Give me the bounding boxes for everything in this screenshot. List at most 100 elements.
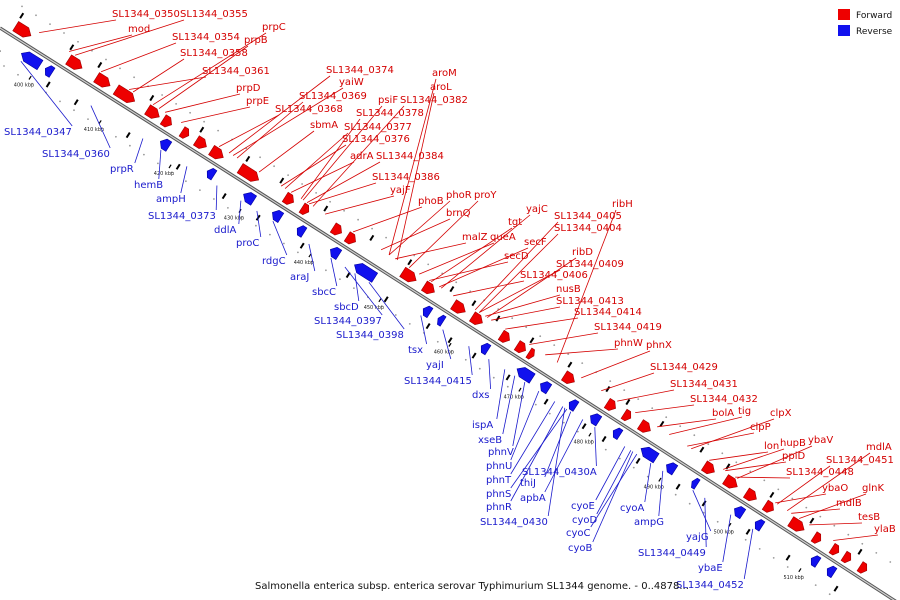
forward-gene-label[interactable]: SL1344_0409 [556,259,624,270]
forward-gene-arrow-29[interactable] [787,516,807,535]
forward-gene-label[interactable]: phnW [614,338,643,349]
forward-gene-label[interactable]: mod [128,24,150,35]
forward-gene-label[interactable]: nusB [556,284,581,295]
forward-gene-label[interactable]: SL1344_0376 [342,134,410,145]
forward-gene-label[interactable]: SL1344_0432 [690,394,758,405]
reverse-gene-arrow-13[interactable] [537,379,553,395]
reverse-gene-arrow-14[interactable] [566,398,580,412]
forward-gene-label[interactable]: clpP [750,422,771,433]
forward-gene-label[interactable]: yajF [390,185,411,196]
forward-gene-arrow-25[interactable] [700,460,717,477]
reverse-gene-arrow-3[interactable] [204,166,218,181]
reverse-gene-arrow-16[interactable] [610,426,624,441]
reverse-gene-label[interactable]: ddlA [214,225,236,236]
forward-gene-label[interactable]: phoB [418,196,444,207]
reverse-gene-label[interactable]: dxs [472,390,489,401]
forward-gene-arrow-5[interactable] [159,114,174,130]
forward-gene-label[interactable]: SL1344_0413 [556,296,624,307]
reverse-gene-label[interactable]: ampH [156,194,186,205]
forward-gene-label[interactable]: SL1344_0419 [594,322,662,333]
reverse-gene-label[interactable]: SL1344_0347 [4,127,72,138]
reverse-gene-arrow-17[interactable] [638,444,660,464]
forward-gene-label[interactable]: ybaO [822,483,848,494]
forward-gene-label[interactable]: SL1344_0429 [650,362,718,373]
reverse-gene-label[interactable]: ampG [634,517,664,528]
forward-gene-arrow-21[interactable] [560,370,577,387]
forward-gene-label[interactable]: SL1344_0377 [344,122,412,133]
forward-gene-label[interactable]: SL1344_0382 [400,95,468,106]
forward-gene-label[interactable]: SL1344_0451 [826,455,894,466]
reverse-gene-label[interactable]: SL1344_0449 [638,548,706,559]
forward-gene-label[interactable]: ribH [612,199,633,210]
forward-gene-label[interactable]: SL1344_0448 [786,467,854,478]
reverse-gene-arrow-11[interactable] [478,341,492,356]
forward-gene-label[interactable]: proY [474,190,497,201]
forward-gene-label[interactable]: prpE [246,96,269,107]
reverse-gene-label[interactable]: SL1344_0452 [676,580,744,591]
reverse-gene-label[interactable]: phnR [486,502,512,513]
reverse-gene-arrow-8[interactable] [352,260,379,283]
forward-gene-label[interactable]: prpC [262,22,286,33]
reverse-gene-label[interactable]: phnT [486,475,512,486]
forward-gene-arrow-2[interactable] [93,72,113,91]
reverse-gene-label[interactable]: thiJ [520,478,536,489]
forward-gene-label[interactable]: SL1344_0350 [112,9,180,20]
forward-gene-label[interactable]: adrA [350,151,374,162]
reverse-gene-label[interactable]: rdgC [262,256,286,267]
forward-gene-label[interactable]: yajC [526,204,548,215]
forward-gene-label[interactable]: lon [764,441,779,452]
forward-gene-label[interactable]: mdlA [866,442,892,453]
forward-gene-arrow-19[interactable] [513,340,528,356]
forward-gene-arrow-20[interactable] [525,347,537,360]
reverse-gene-label[interactable]: tsx [408,345,423,356]
reverse-gene-label[interactable]: phnU [486,461,512,472]
reverse-gene-arrow-4[interactable] [241,190,258,206]
forward-gene-label[interactable]: tgt [508,217,522,228]
reverse-gene-label[interactable]: cyoB [568,543,593,554]
reverse-gene-label[interactable]: SL1344_0373 [148,211,216,222]
reverse-gene-label[interactable]: araJ [290,272,309,283]
reverse-gene-label[interactable]: phnV [488,447,514,458]
reverse-gene-arrow-18[interactable] [663,460,679,476]
reverse-gene-arrow-15[interactable] [587,411,603,427]
reverse-gene-arrow-12[interactable] [514,364,536,384]
reverse-gene-label[interactable]: cyoA [620,503,645,514]
forward-gene-arrow-1[interactable] [65,54,85,73]
forward-gene-label[interactable]: mdlB [836,498,862,509]
forward-gene-label[interactable]: sbmA [310,120,338,131]
reverse-gene-label[interactable]: xseB [478,435,502,446]
forward-gene-label[interactable]: phnX [646,340,672,351]
forward-gene-label[interactable]: SL1344_0378 [356,108,424,119]
reverse-gene-label[interactable]: yajI [426,360,444,371]
reverse-gene-arrow-5[interactable] [269,208,285,223]
forward-gene-arrow-28[interactable] [761,499,776,515]
forward-gene-label[interactable]: clpX [770,408,792,419]
forward-gene-arrow-9[interactable] [236,163,261,185]
forward-gene-arrow-8[interactable] [208,144,227,162]
reverse-gene-arrow-20[interactable] [731,504,747,520]
forward-gene-arrow-10[interactable] [281,191,296,207]
reverse-gene-label[interactable]: SL1344_0398 [336,330,404,341]
forward-gene-arrow-23[interactable] [620,408,634,423]
forward-gene-label[interactable]: SL1344_0368 [275,104,343,115]
forward-gene-arrow-3[interactable] [112,84,137,106]
forward-gene-label[interactable]: SL1344_0361 [202,66,270,77]
forward-gene-label[interactable]: yaiW [339,77,364,88]
forward-gene-label[interactable]: SL1344_0354 [172,32,240,43]
forward-gene-label[interactable]: aroM [432,68,457,79]
reverse-gene-arrow-7[interactable] [327,245,343,260]
forward-gene-arrow-30[interactable] [810,531,824,546]
forward-gene-label[interactable]: prpD [236,83,261,94]
reverse-gene-arrow-1[interactable] [42,64,56,78]
forward-gene-label[interactable]: tesB [858,512,880,523]
reverse-gene-label[interactable]: cyoD [572,515,598,526]
reverse-gene-arrow-23[interactable] [824,564,838,579]
forward-gene-label[interactable]: SL1344_0374 [326,65,394,76]
forward-gene-arrow-11[interactable] [298,202,312,217]
forward-gene-arrow-27[interactable] [742,487,759,504]
forward-gene-label[interactable]: SL1344_0384 [376,151,444,162]
reverse-gene-label[interactable]: cyoC [566,528,591,539]
reverse-gene-arrow-21[interactable] [752,518,766,532]
forward-gene-arrow-16[interactable] [450,299,469,317]
forward-gene-label[interactable]: secF [524,237,547,248]
